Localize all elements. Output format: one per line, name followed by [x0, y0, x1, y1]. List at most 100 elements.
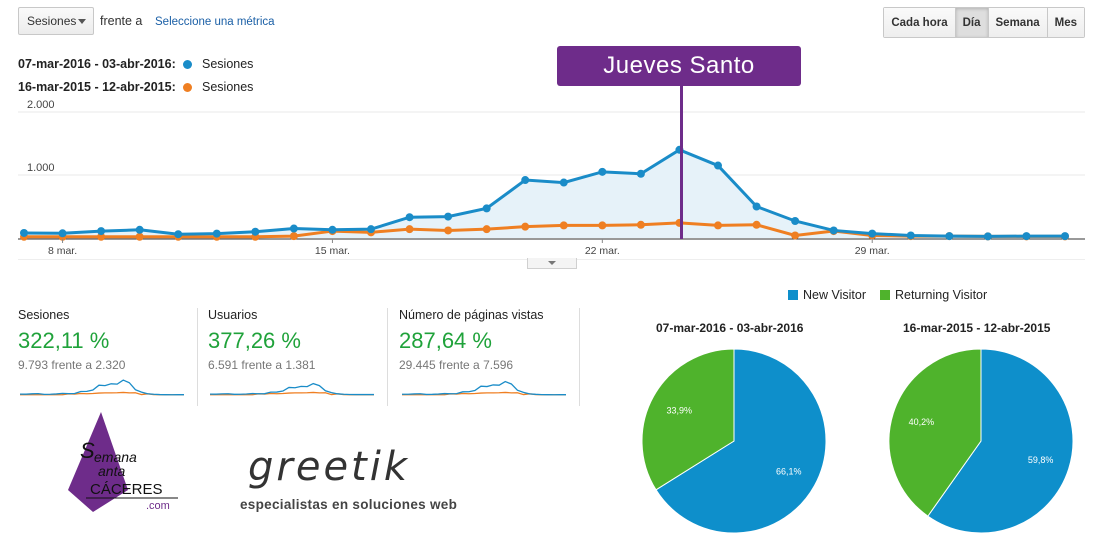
divider — [579, 308, 580, 406]
svg-text:.com: .com — [146, 500, 170, 512]
sparkline-current — [401, 380, 566, 396]
divider — [387, 308, 388, 406]
pie-chart-previous: 59,8% 40,2% — [888, 348, 1074, 534]
kpi-value: 377,26 % — [208, 328, 301, 353]
pie-slice-label: 40,2% — [909, 417, 935, 427]
pie-slice-label: 59,8% — [1028, 455, 1054, 465]
data-point[interactable] — [714, 221, 722, 230]
data-point[interactable] — [521, 222, 530, 231]
kpi-label: Sesiones — [18, 308, 70, 322]
pie-legend: New Visitor Returning Visitor — [788, 288, 987, 302]
data-point[interactable] — [444, 212, 453, 221]
data-point[interactable] — [752, 202, 761, 211]
data-point[interactable] — [174, 230, 183, 239]
legend-range: 16-mar-2015 - 12-abr-2015: — [18, 80, 176, 94]
pie-chart-current: 66,1% 33,9% — [641, 348, 827, 534]
kpi-value: 322,11 % — [18, 328, 110, 353]
kpi-compare: 29.445 frente a 7.596 — [399, 358, 514, 372]
legend-range: 07-mar-2016 - 03-abr-2016: — [18, 57, 176, 71]
pie-slice[interactable] — [927, 348, 1074, 534]
data-point[interactable] — [97, 232, 106, 241]
legend-swatch-icon — [788, 290, 798, 300]
data-point[interactable] — [328, 225, 337, 234]
svg-text:emana: emana — [94, 449, 137, 465]
data-point[interactable] — [598, 167, 607, 176]
data-point[interactable] — [868, 229, 877, 238]
data-point[interactable] — [829, 226, 838, 235]
pie-slice[interactable] — [655, 348, 827, 534]
data-point[interactable] — [559, 221, 568, 230]
data-point[interactable] — [598, 221, 607, 230]
metric-select[interactable]: Sesiones — [18, 7, 94, 35]
data-point[interactable] — [714, 161, 722, 170]
svg-text:anta: anta — [98, 463, 125, 479]
data-point[interactable] — [636, 169, 645, 178]
x-tick-label: 8 mar. — [48, 245, 77, 257]
sessions-line-chart: 2.000 1.000 8 mar. 15 mar. 22 mar. 29 mar. — [18, 100, 1085, 260]
pie-legend-label: Returning Visitor — [894, 288, 988, 302]
data-point[interactable] — [444, 226, 453, 235]
data-point[interactable] — [482, 204, 491, 213]
y-tick-label: 2.000 — [27, 100, 55, 111]
greetik-logo: greetik — [248, 444, 411, 490]
series-dot-icon — [183, 82, 192, 92]
legend-metric: Sesiones — [202, 57, 254, 71]
kpi-sessions: Sesiones 322,11 % 9.793 frente a 2.320 — [18, 308, 198, 372]
pie-slice-label: 33,9% — [667, 406, 693, 416]
annotation-callout: Jueves Santo — [557, 46, 801, 86]
legend-row-previous: 16-mar-2015 - 12-abr-2015: Sesiones — [18, 80, 253, 94]
kpi-pageviews: Número de páginas vistas 287,64 % 29.445… — [399, 308, 579, 372]
data-point[interactable] — [521, 176, 530, 185]
data-point[interactable] — [289, 224, 298, 233]
select-metric-link[interactable]: Seleccione una métrica — [155, 16, 275, 28]
data-point[interactable] — [405, 213, 414, 222]
data-point[interactable] — [135, 232, 144, 241]
granularity-day-button[interactable]: Día — [954, 8, 988, 37]
kpi-sparkline — [19, 379, 184, 396]
pie-title-current: 07-mar-2016 - 03-abr-2016 — [656, 321, 804, 335]
data-point[interactable] — [945, 232, 954, 241]
chart-collapse-toggle[interactable] — [527, 258, 577, 269]
data-point[interactable] — [405, 225, 414, 234]
granularity-month-button[interactable]: Mes — [1046, 8, 1084, 37]
data-point[interactable] — [251, 227, 260, 236]
legend-metric: Sesiones — [202, 80, 254, 94]
svg-text:S: S — [80, 438, 95, 463]
metric-select-value: Sesiones — [27, 14, 77, 28]
data-point[interactable] — [791, 231, 800, 240]
data-point[interactable] — [289, 232, 298, 241]
data-point[interactable] — [791, 216, 800, 225]
annotation-line — [680, 86, 683, 239]
data-point[interactable] — [135, 225, 144, 234]
pie-slice[interactable] — [888, 348, 982, 517]
data-point[interactable] — [367, 225, 375, 234]
data-point[interactable] — [20, 228, 28, 237]
data-point[interactable] — [58, 229, 67, 238]
pie-legend-label: New Visitor — [803, 288, 866, 302]
data-point[interactable] — [482, 225, 491, 234]
data-point[interactable] — [983, 232, 992, 241]
kpi-sparkline — [401, 380, 566, 396]
y-tick-label: 1.000 — [27, 162, 55, 174]
chevron-down-icon — [78, 19, 86, 24]
data-point[interactable] — [906, 231, 915, 240]
data-point[interactable] — [1061, 232, 1069, 241]
data-point[interactable] — [1022, 232, 1031, 241]
data-point[interactable] — [97, 227, 106, 236]
kpi-users: Usuarios 377,26 % 6.591 frente a 1.381 — [208, 308, 388, 372]
series-dot-icon — [183, 59, 192, 69]
kpi-compare: 6.591 frente a 1.381 — [208, 358, 316, 372]
x-tick-label: 15 mar. — [315, 245, 350, 257]
pie-slice[interactable] — [641, 348, 735, 491]
series-area — [24, 149, 1065, 238]
granularity-week-button[interactable]: Semana — [987, 8, 1047, 37]
data-point[interactable] — [212, 229, 221, 238]
data-point[interactable] — [752, 220, 761, 229]
granularity-hour-button[interactable]: Cada hora — [884, 8, 955, 37]
data-point[interactable] — [559, 178, 568, 187]
kpi-label: Usuarios — [208, 308, 258, 322]
data-point[interactable] — [636, 220, 645, 229]
divider — [197, 308, 198, 406]
x-tick-label: 22 mar. — [585, 245, 620, 257]
granularity-toggle: Cada hora Día Semana Mes — [883, 7, 1085, 38]
